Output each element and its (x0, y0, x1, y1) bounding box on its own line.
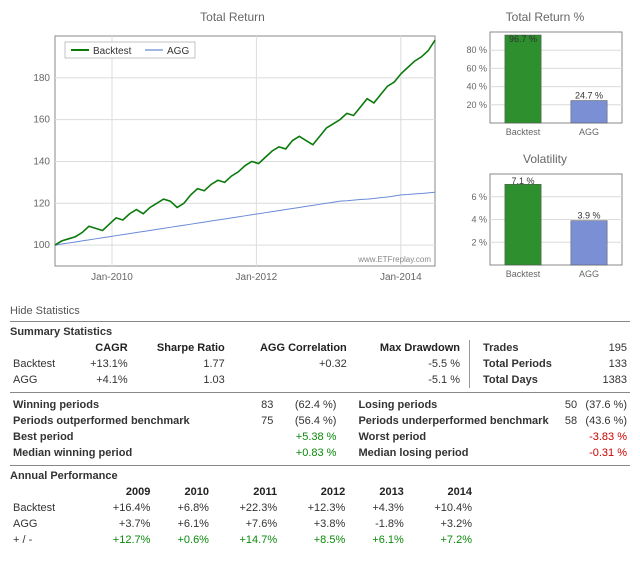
svg-text:3.9 %: 3.9 % (577, 211, 600, 221)
svg-text:Jan-2012: Jan-2012 (236, 272, 278, 283)
annual-table: 200920102011201220132014Backtest+16.4%+6… (10, 484, 475, 548)
summary-block: CAGRSharpe RatioAGG CorrelationMax Drawd… (10, 340, 630, 388)
side-charts: Total Return % 20 % 40 % 60 % 80 % 96.7 % Bac… (460, 10, 630, 299)
divider (10, 321, 630, 322)
bar1-svg: 20 % 40 % 60 % 80 % 96.7 % Backtest 24.7 % AGG (460, 26, 630, 141)
svg-text:120: 120 (33, 198, 50, 209)
svg-text:AGG: AGG (579, 127, 599, 137)
svg-text:140: 140 (33, 156, 50, 167)
periods-block: Winning periods83(62.4 %)Periods outperf… (10, 397, 630, 461)
periods-left-table: Winning periods83(62.4 %)Periods outperf… (10, 397, 339, 461)
bar2-title: Volatility (460, 152, 630, 166)
svg-text:www.ETFreplay.com: www.ETFreplay.com (357, 255, 431, 264)
divider (10, 465, 630, 466)
summary-table: CAGRSharpe RatioAGG CorrelationMax Drawd… (10, 340, 463, 388)
svg-text:Jan-2010: Jan-2010 (91, 272, 133, 283)
svg-text:Backtest: Backtest (506, 269, 541, 279)
svg-text:Backtest: Backtest (506, 127, 541, 137)
svg-text:4 %: 4 % (471, 215, 487, 225)
svg-text:Jan-2014: Jan-2014 (380, 272, 422, 283)
bar2-svg: 2 % 4 % 6 % 7.1 % Backtest 3.9 % AGG (460, 168, 630, 283)
svg-text:Backtest: Backtest (93, 46, 132, 57)
top-charts-row: Total Return 100 120 140 160 180 Jan-2010 Jan-… (10, 10, 630, 299)
svg-text:2 %: 2 % (471, 237, 487, 247)
svg-text:6 %: 6 % (471, 192, 487, 202)
total-return-chart: Total Return 100 120 140 160 180 Jan-2010 Jan-… (10, 10, 455, 299)
svg-text:100: 100 (33, 240, 50, 251)
divider (10, 392, 630, 393)
hide-statistics-link[interactable]: Hide Statistics (10, 305, 630, 317)
periods-right-table: Losing periods50(37.6 %)Periods underper… (355, 397, 630, 461)
svg-text:AGG: AGG (167, 46, 189, 57)
svg-text:80 %: 80 % (466, 45, 487, 55)
annual-title: Annual Performance (10, 470, 630, 482)
svg-text:20 %: 20 % (466, 100, 487, 110)
summary-side-table: Trades195Total Periods133Total Days1383 (480, 340, 630, 388)
svg-text:60 %: 60 % (466, 63, 487, 73)
svg-text:7.1 %: 7.1 % (511, 176, 534, 186)
svg-text:160: 160 (33, 115, 50, 126)
svg-text:180: 180 (33, 73, 50, 84)
main-chart-title: Total Return (10, 10, 455, 24)
bar1-title: Total Return % (460, 10, 630, 24)
svg-text:40 %: 40 % (466, 82, 487, 92)
svg-text:AGG: AGG (579, 269, 599, 279)
main-chart-svg: 100 120 140 160 180 Jan-2010 Jan-2012 Jan-2014 B… (10, 26, 455, 296)
svg-text:24.7 %: 24.7 % (575, 91, 603, 101)
summary-title: Summary Statistics (10, 326, 630, 338)
svg-text:96.7 %: 96.7 % (509, 34, 537, 44)
